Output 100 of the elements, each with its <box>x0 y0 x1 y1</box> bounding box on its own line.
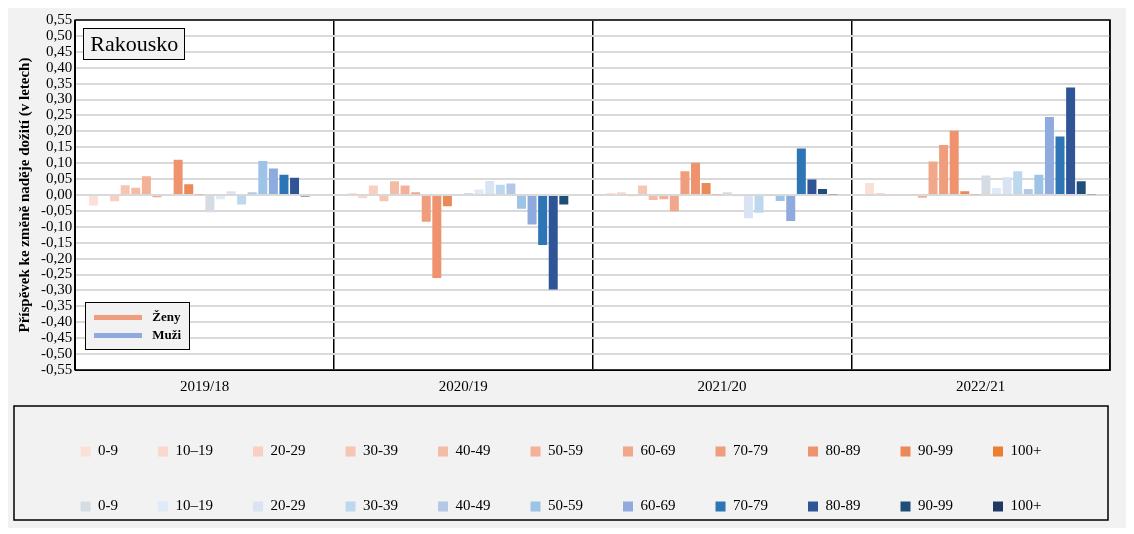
y-tick-label: -0,05 <box>41 201 73 218</box>
y-tick-label: -0,35 <box>41 297 73 314</box>
bar <box>379 196 389 202</box>
bar <box>538 196 548 245</box>
bar <box>173 159 183 194</box>
bar <box>865 182 875 194</box>
bar <box>1023 188 1033 194</box>
legend-label: 40-49 <box>455 442 491 459</box>
legend-label: 0-9 <box>98 442 119 459</box>
y-tick-label: 0,50 <box>46 26 73 43</box>
legend-label: 100+ <box>1010 442 1042 459</box>
y-tick-label: 0,15 <box>46 138 73 155</box>
y-tick-label: 0,45 <box>46 42 73 59</box>
bar <box>268 168 278 194</box>
legend-label: 10–19 <box>175 442 214 459</box>
x-tick-label: 2019/18 <box>180 377 230 394</box>
legend-label: 50-59 <box>548 442 584 459</box>
legend-label: 50-59 <box>548 497 584 514</box>
legend-label: 30-39 <box>363 442 399 459</box>
bar <box>1002 177 1012 194</box>
legend-label: 70-79 <box>733 497 769 514</box>
legend-label: 60-69 <box>640 497 676 514</box>
legend-label: 70-79 <box>733 442 769 459</box>
legend-label: 20-29 <box>270 442 306 459</box>
bar <box>120 185 130 194</box>
x-tick-label: 2022/21 <box>956 377 1006 394</box>
legend-label: 60-69 <box>640 442 676 459</box>
bar <box>290 177 300 194</box>
bar <box>960 191 970 194</box>
bar <box>807 179 817 194</box>
bar <box>638 185 648 194</box>
bar <box>516 196 526 209</box>
y-tick-label: 0,40 <box>46 58 73 75</box>
bar <box>368 185 378 194</box>
y-tick-label: 0,10 <box>46 154 73 171</box>
bar <box>527 196 537 225</box>
bar <box>648 196 658 201</box>
legend-label: 90-99 <box>918 442 953 459</box>
bar <box>1066 87 1076 194</box>
y-axis-title: Příspěvek ke změně naděje dožití (v letech) <box>15 57 33 333</box>
bar <box>701 182 711 194</box>
y-tick-label: 0,05 <box>46 170 73 187</box>
legend-label: 80-89 <box>825 497 861 514</box>
bar <box>680 171 690 194</box>
bar <box>237 196 247 205</box>
bar <box>1076 181 1086 194</box>
y-tick-label: -0,50 <box>41 345 73 362</box>
bar <box>442 196 452 207</box>
bar <box>279 174 289 194</box>
bar <box>939 145 949 194</box>
y-tick-label: -0,10 <box>41 217 73 234</box>
annotation: Ženy <box>152 309 181 325</box>
bar <box>559 196 569 205</box>
bar <box>215 196 225 200</box>
y-tick-label: 0,25 <box>46 106 73 123</box>
bar <box>141 176 151 194</box>
bar <box>669 196 679 212</box>
y-tick-label: -0,20 <box>41 249 73 266</box>
bar <box>226 191 236 194</box>
bar <box>506 183 516 194</box>
bar <box>400 185 410 194</box>
bar <box>184 184 194 194</box>
bar <box>548 196 558 290</box>
y-tick-label: -0,55 <box>41 360 73 377</box>
bar <box>743 196 753 219</box>
annotation: Muži <box>152 327 182 343</box>
y-tick-label: -0,15 <box>41 233 73 250</box>
y-tick-label: 0,35 <box>46 74 73 91</box>
bar <box>818 188 827 194</box>
bar <box>432 196 442 279</box>
bar <box>949 130 959 194</box>
y-tick-label: 0,00 <box>46 185 73 202</box>
bar <box>796 148 806 194</box>
bar <box>1044 117 1054 194</box>
legend-label: 40-49 <box>455 497 491 514</box>
bar <box>495 184 505 194</box>
bar <box>258 160 268 194</box>
y-tick-label: -0,25 <box>41 265 73 282</box>
legend-label: 0-9 <box>98 497 119 514</box>
legend-label: 20-29 <box>270 497 306 514</box>
bar <box>691 162 701 194</box>
bar <box>754 196 764 213</box>
y-tick-label: -0,45 <box>41 329 73 346</box>
bar <box>421 196 431 222</box>
bar <box>775 196 785 202</box>
legend-label: 80-89 <box>825 442 861 459</box>
bar <box>992 188 1002 194</box>
bar <box>1013 171 1023 194</box>
y-tick-label: 0,20 <box>46 122 73 139</box>
annotation: Rakousko <box>83 28 186 60</box>
y-tick-label: -0,30 <box>41 281 73 298</box>
bar <box>1055 136 1065 194</box>
bar <box>1034 174 1044 194</box>
bar <box>389 181 399 194</box>
bar <box>786 196 796 222</box>
legend-label: 90-99 <box>918 497 953 514</box>
bar <box>358 196 368 199</box>
bar <box>131 187 141 194</box>
x-tick-label: 2021/20 <box>697 377 747 394</box>
x-tick-label: 2020/19 <box>438 377 488 394</box>
